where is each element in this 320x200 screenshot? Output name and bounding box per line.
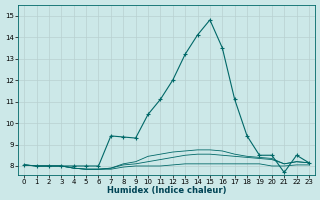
X-axis label: Humidex (Indice chaleur): Humidex (Indice chaleur) (107, 186, 226, 195)
